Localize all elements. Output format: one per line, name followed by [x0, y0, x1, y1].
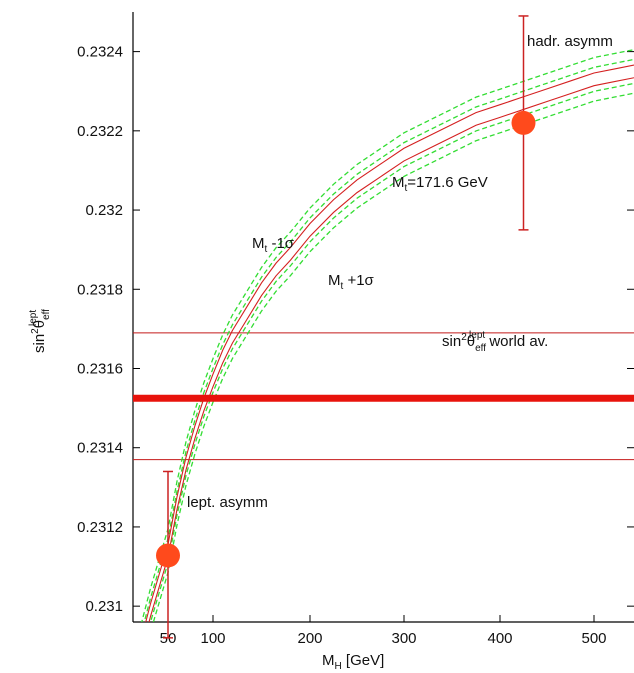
x-tick-label: 200 [297, 630, 322, 647]
label-mt-plus: Mt +1σ [328, 272, 375, 292]
y-tick-label: 0.2316 [77, 360, 123, 377]
y-tick-label: 0.231 [85, 598, 123, 615]
y-tick-label: 0.2314 [77, 440, 123, 457]
mt-band-dashed-line [149, 82, 634, 622]
label-mt-minus: Mt -1σ [252, 235, 295, 255]
y-axis-label: sin2θefflept [28, 309, 52, 353]
x-tick-label: 100 [200, 630, 225, 647]
mt-central-band-edge [145, 64, 634, 622]
y-tick-label: 0.2312 [77, 519, 123, 536]
label-world-average: sin2θefflept world av. [442, 330, 548, 354]
y-tick-label: 0.2324 [77, 44, 123, 61]
x-axis-label: MH [GeV] [322, 652, 384, 672]
x-tick-label: 500 [581, 630, 606, 647]
label-lept-asymm: lept. asymm [187, 494, 268, 511]
x-tick-label: 300 [391, 630, 416, 647]
mt-central-band-edge [148, 77, 634, 622]
mt-band-dashed-line [141, 48, 634, 622]
data-point [156, 543, 180, 568]
data-point [511, 110, 536, 135]
y-tick-label: 0.232 [85, 202, 123, 219]
label-hadr-asymm: hadr. asymm [527, 33, 613, 50]
mt-band-dashed-line [143, 58, 634, 622]
y-tick-label: 0.2318 [77, 281, 123, 298]
label-mt-central: Mt=171.6 GeV [392, 174, 488, 194]
y-tick-label: 0.2322 [77, 123, 123, 140]
x-tick-label: 400 [487, 630, 512, 647]
